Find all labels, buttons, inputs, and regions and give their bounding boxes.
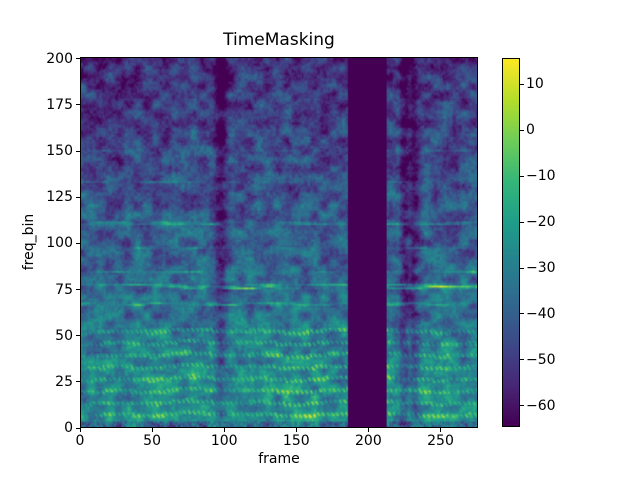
x-axis-label: frame xyxy=(258,451,300,467)
x-tick-mark xyxy=(151,428,153,432)
y-tick-mark xyxy=(76,196,80,198)
y-tick-label: 75 xyxy=(55,281,73,298)
axes-area xyxy=(80,57,478,428)
colorbar-tick-mark xyxy=(520,359,524,361)
x-tick-mark xyxy=(223,428,225,432)
colorbar-tick-mark xyxy=(520,83,524,85)
y-tick-mark xyxy=(76,289,80,291)
x-tick-label: 0 xyxy=(75,433,85,449)
y-tick-mark xyxy=(76,104,80,106)
y-tick-mark xyxy=(76,58,80,60)
y-tick-label: 200 xyxy=(46,50,73,67)
x-tick-mark xyxy=(367,428,369,432)
colorbar-tick-label: −40 xyxy=(526,305,556,322)
y-tick-mark xyxy=(76,427,80,429)
x-tick-label: 50 xyxy=(143,433,161,449)
colorbar-tick-label: 10 xyxy=(526,76,544,93)
x-tick-mark xyxy=(79,428,81,432)
x-tick-label: 150 xyxy=(282,433,310,449)
plot-title: TimeMasking xyxy=(223,30,335,50)
y-tick-label: 150 xyxy=(46,143,73,160)
x-tick-label: 100 xyxy=(210,433,238,449)
colorbar-tick-label: 0 xyxy=(526,122,535,139)
colorbar-tick-label: −60 xyxy=(526,397,556,414)
y-tick-mark xyxy=(76,381,80,383)
x-tick-label: 200 xyxy=(355,433,382,449)
y-tick-mark xyxy=(76,150,80,152)
colorbar-tick-label: −50 xyxy=(526,351,556,368)
colorbar-gradient xyxy=(503,59,519,426)
x-tick-mark xyxy=(295,428,297,432)
y-tick-mark xyxy=(76,242,80,244)
colorbar-tick-mark xyxy=(520,221,524,223)
colorbar-tick-label: −30 xyxy=(526,260,556,276)
y-tick-label: 50 xyxy=(55,327,73,344)
x-tick-mark xyxy=(440,428,441,432)
colorbar-tick-mark xyxy=(520,405,524,407)
y-tick-label: 25 xyxy=(55,373,73,390)
colorbar-tick-label: −20 xyxy=(526,214,556,231)
spectrogram-heatmap xyxy=(81,58,477,427)
y-tick-label: 100 xyxy=(46,235,73,252)
colorbar-tick-label: −10 xyxy=(526,168,556,185)
colorbar-tick-mark xyxy=(520,175,524,177)
y-tick-mark xyxy=(76,335,80,337)
y-tick-label: 125 xyxy=(46,189,73,206)
y-tick-label: 175 xyxy=(46,96,73,113)
y-tick-label: 0 xyxy=(64,420,73,436)
colorbar-tick-mark xyxy=(520,129,524,131)
colorbar-tick-mark xyxy=(520,313,524,315)
colorbar xyxy=(502,58,520,427)
x-tick-label: 250 xyxy=(427,433,454,449)
colorbar-tick-mark xyxy=(520,267,524,269)
